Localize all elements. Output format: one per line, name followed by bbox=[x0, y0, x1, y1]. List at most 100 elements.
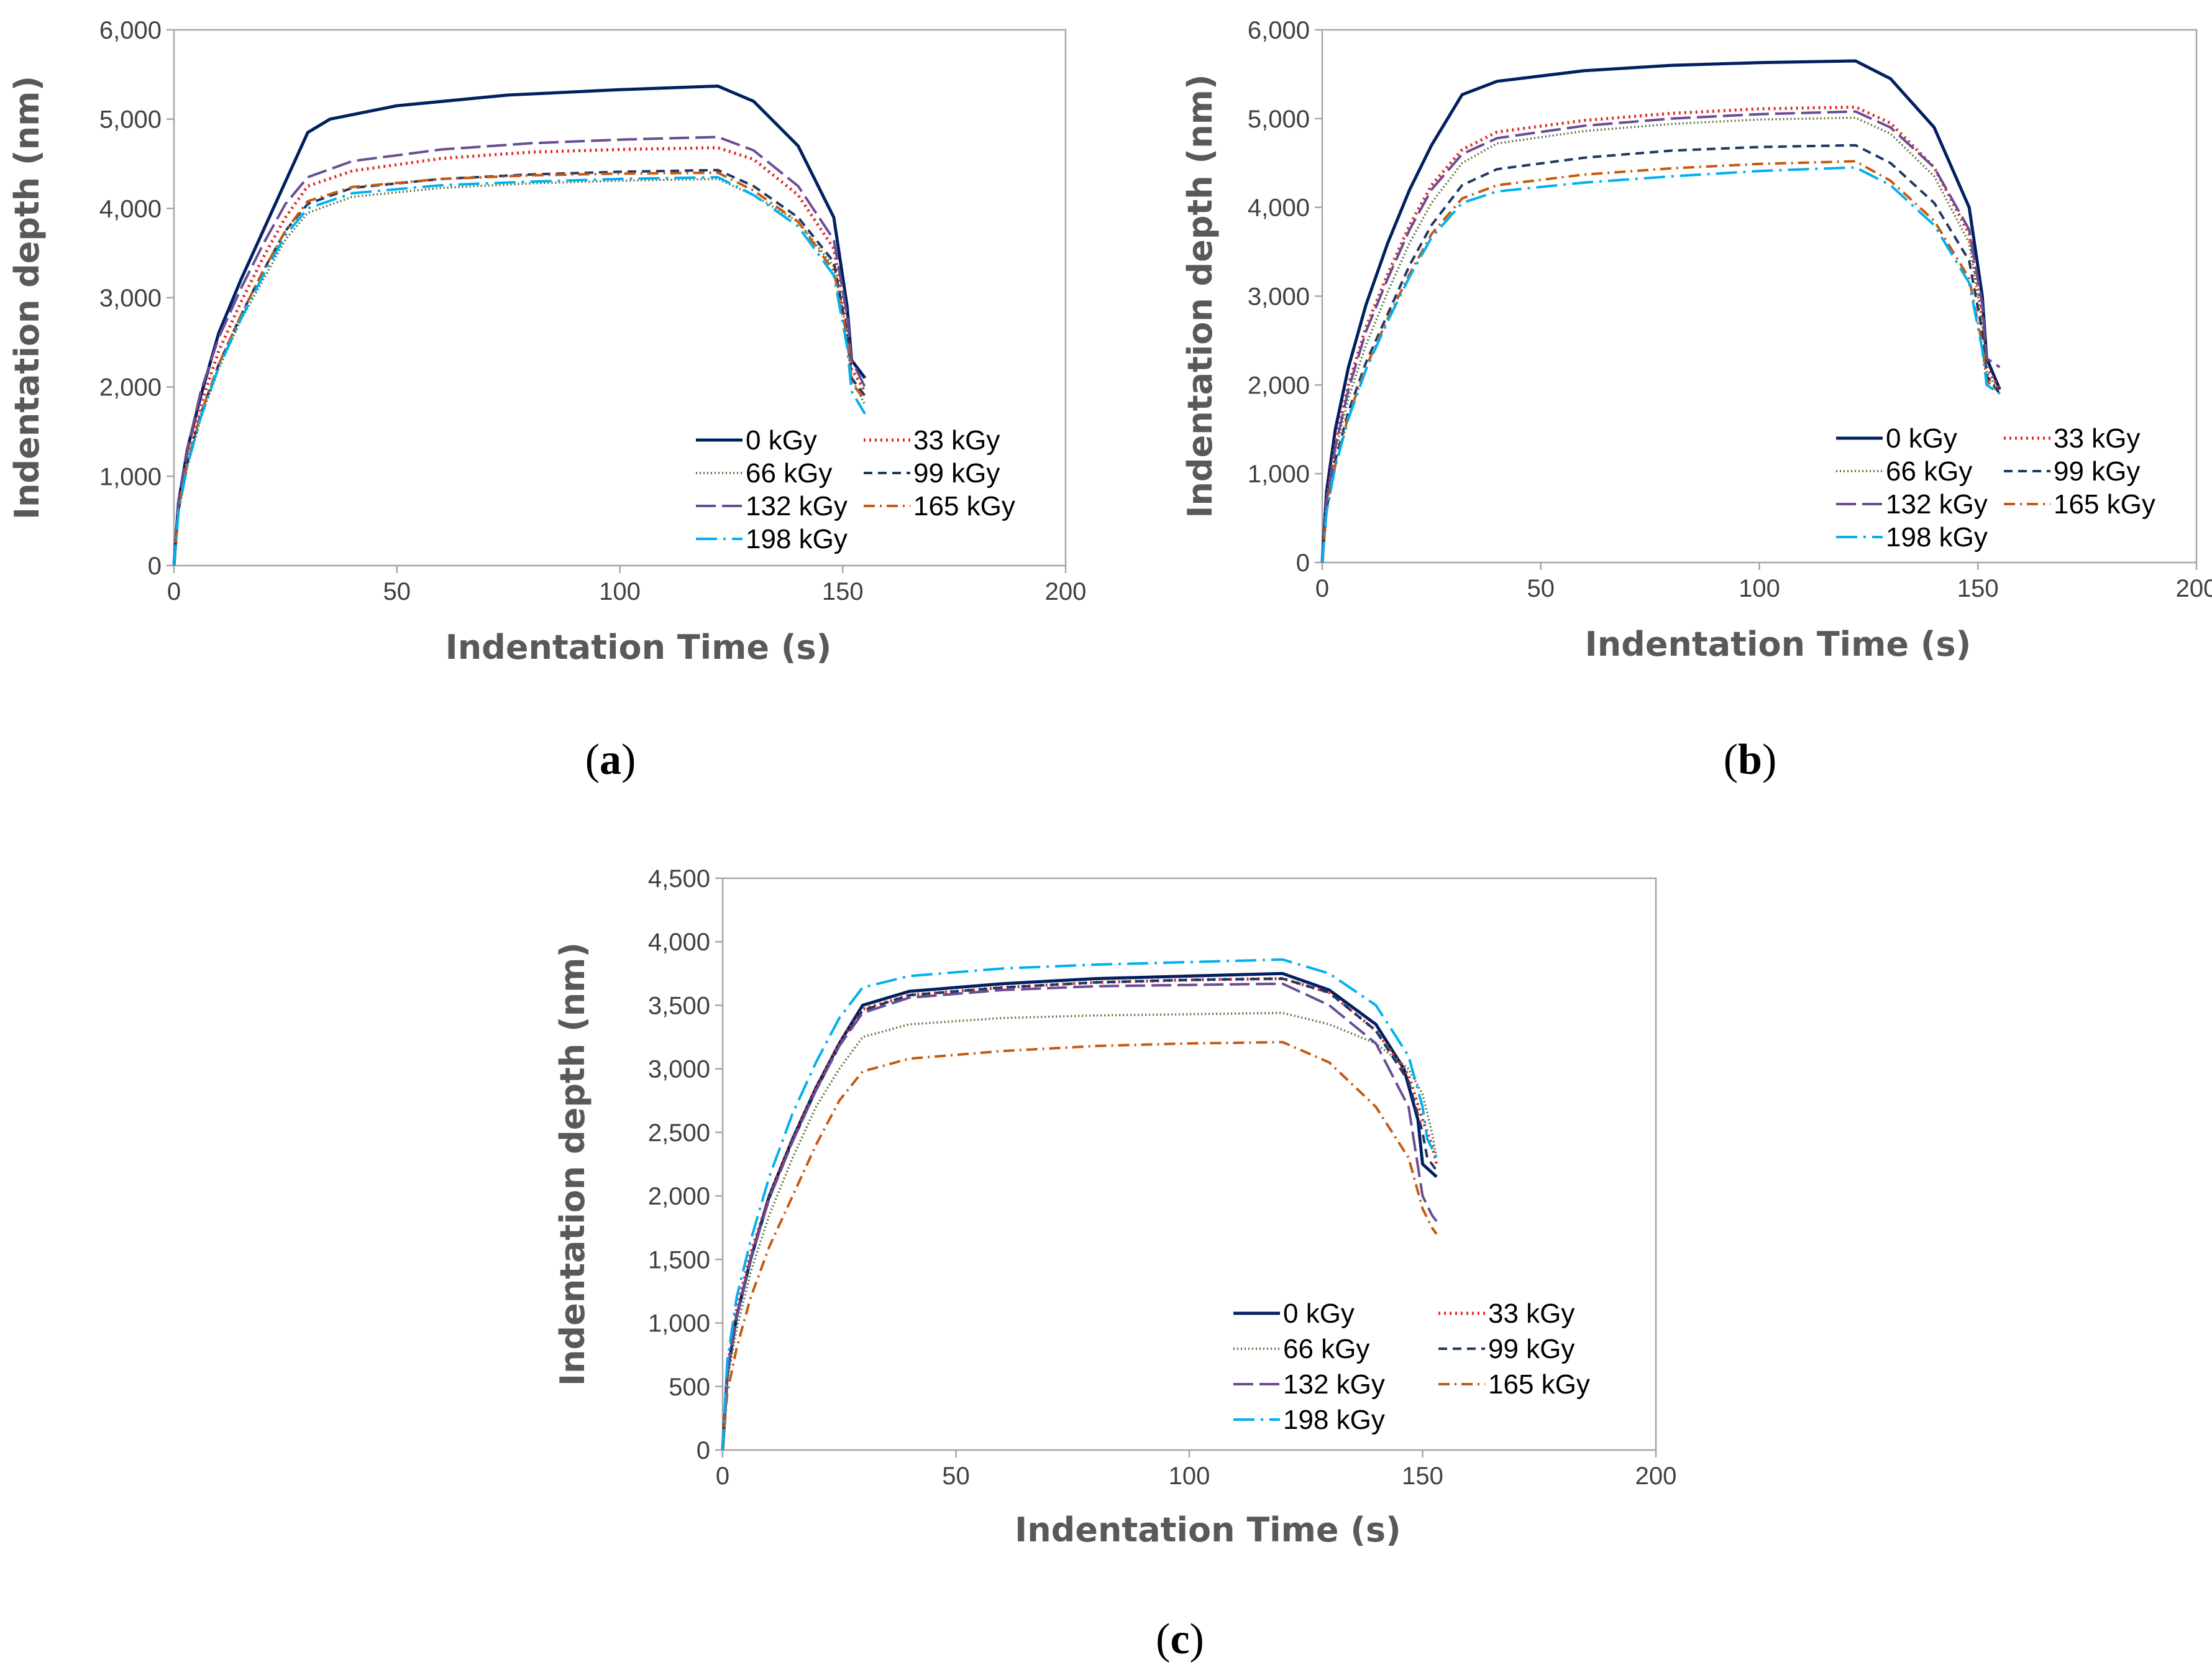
series-line-198-kgy bbox=[173, 176, 866, 566]
legend-label: 99 kGy bbox=[2054, 456, 2140, 487]
y-tick-label: 3,000 bbox=[99, 285, 162, 312]
y-tick-label: 2,500 bbox=[648, 1119, 710, 1147]
legend: 0 kGy 33 kGy 66 kGy 99 kGy 132 kGy 165 kGy 198… bbox=[1836, 423, 2155, 553]
y-tick-label: 4,000 bbox=[1248, 195, 1310, 222]
chart-c: 05001,0001,5002,0002,5003,0003,5004,0004… bbox=[553, 865, 1676, 1663]
series-line-66-kgy bbox=[721, 1011, 1438, 1451]
y-tick-label: 4,000 bbox=[648, 929, 710, 956]
caption-open: ( bbox=[1156, 1615, 1170, 1663]
y-tick-label: 4,000 bbox=[99, 195, 162, 223]
legend-label: 165 kGy bbox=[1488, 1369, 1590, 1400]
series-line-165-kgy bbox=[1321, 160, 2001, 563]
caption-close: ) bbox=[621, 736, 636, 784]
legend-label: 99 kGy bbox=[913, 458, 1000, 489]
x-axis-title: Indentation Time (s) bbox=[1585, 625, 1972, 664]
legend-label: 66 kGy bbox=[1283, 1334, 1369, 1364]
x-tick-label: 0 bbox=[167, 578, 181, 605]
legend-label: 198 kGy bbox=[1283, 1405, 1385, 1435]
series-line-33-kgy bbox=[721, 977, 1438, 1451]
y-tick-label: 0 bbox=[697, 1437, 710, 1464]
legend-label: 198 kGy bbox=[1886, 522, 1988, 553]
legend-label: 0 kGy bbox=[746, 425, 817, 456]
series-line-99-kgy bbox=[1321, 144, 2001, 563]
legend-label: 0 kGy bbox=[1283, 1298, 1355, 1329]
x-tick-label: 200 bbox=[2176, 575, 2212, 602]
y-tick-label: 6,000 bbox=[1248, 17, 1310, 44]
x-tick-label: 0 bbox=[716, 1462, 729, 1490]
caption-letter: a bbox=[600, 736, 621, 784]
x-tick-label: 50 bbox=[942, 1462, 970, 1490]
y-tick-label: 1,000 bbox=[648, 1310, 710, 1338]
y-tick-label: 1,000 bbox=[1248, 461, 1310, 488]
y-tick-label: 500 bbox=[669, 1374, 710, 1401]
legend: 0 kGy 33 kGy 66 kGy 99 kGy 132 kGy 165 kGy 198… bbox=[1233, 1298, 1590, 1435]
series-line-0-kgy bbox=[1320, 59, 2001, 563]
caption: (a) bbox=[585, 736, 636, 784]
x-axis-title: Indentation Time (s) bbox=[446, 628, 832, 667]
x-tick-label: 0 bbox=[1315, 575, 1329, 602]
legend-label: 132 kGy bbox=[1886, 489, 1988, 520]
legend-label: 66 kGy bbox=[746, 458, 832, 489]
y-tick-label: 2,000 bbox=[648, 1183, 710, 1210]
caption-letter: c bbox=[1170, 1615, 1189, 1663]
x-tick-label: 50 bbox=[383, 578, 411, 605]
x-tick-label: 100 bbox=[1169, 1462, 1210, 1490]
series-line-99-kgy bbox=[721, 977, 1438, 1451]
y-tick-label: 1,000 bbox=[99, 463, 162, 490]
plot-area bbox=[1321, 29, 2198, 564]
chart-a: 0 1,000 2,000 3,000 4,000 5,000 6,000 0 50 100 150… bbox=[7, 17, 1086, 784]
legend-label: 0 kGy bbox=[1886, 423, 1957, 454]
y-tick-label: 5,000 bbox=[1248, 106, 1310, 133]
series-line-66-kgy bbox=[1321, 116, 2001, 563]
caption-close: ) bbox=[1762, 736, 1776, 784]
legend: 0 kGy 33 kGy 66 kGy 99 kGy 132 kGy 165 kGy 198… bbox=[696, 425, 1015, 554]
x-tick-label: 100 bbox=[599, 578, 641, 605]
legend-label: 33 kGy bbox=[1488, 1298, 1574, 1329]
plot-area bbox=[721, 877, 1657, 1451]
x-tick-label: 200 bbox=[1635, 1462, 1677, 1490]
y-axis-title: Indentation depth (nm) bbox=[7, 76, 47, 520]
y-tick-label: 1,500 bbox=[648, 1246, 710, 1274]
series-line-198-kgy bbox=[1321, 166, 2001, 563]
series-line-198-kgy bbox=[721, 958, 1438, 1451]
series-line-33-kgy bbox=[1320, 105, 2001, 563]
series-line-132-kgy bbox=[1321, 110, 2001, 563]
x-axis-title: Indentation Time (s) bbox=[1015, 1510, 1401, 1549]
y-axis-title: Indentation depth (nm) bbox=[1181, 74, 1220, 518]
caption-close: ) bbox=[1190, 1615, 1204, 1663]
y-tick-label: 2,000 bbox=[99, 374, 162, 402]
x-tick-label: 150 bbox=[822, 578, 864, 605]
chart-b: 0 1,000 2,000 3,000 4,000 5,000 6,000 0 50 100 150… bbox=[1181, 17, 2212, 784]
series-line-132-kgy bbox=[173, 135, 866, 566]
legend-label: 33 kGy bbox=[2054, 423, 2140, 454]
legend-label: 99 kGy bbox=[1488, 1334, 1574, 1364]
x-tick-label: 200 bbox=[1045, 578, 1087, 605]
legend-label: 33 kGy bbox=[913, 425, 1000, 456]
legend-label: 198 kGy bbox=[746, 524, 848, 554]
y-axis-title: Indentation depth (nm) bbox=[553, 942, 592, 1386]
caption: (c) bbox=[1156, 1615, 1204, 1663]
caption-open: ( bbox=[585, 736, 600, 784]
series-line-132-kgy bbox=[721, 982, 1438, 1451]
legend-label: 165 kGy bbox=[913, 491, 1015, 521]
y-tick-label: 3,000 bbox=[648, 1056, 710, 1083]
x-tick-label: 100 bbox=[1739, 575, 1780, 602]
caption-letter: b bbox=[1738, 736, 1762, 784]
legend-label: 132 kGy bbox=[746, 491, 848, 521]
legend-label: 165 kGy bbox=[2054, 489, 2155, 520]
y-tick-label: 6,000 bbox=[99, 17, 162, 44]
caption-open: ( bbox=[1724, 736, 1738, 784]
y-tick-label: 4,500 bbox=[648, 865, 710, 893]
y-tick-label: 2,000 bbox=[1248, 372, 1310, 399]
series-line-165-kgy bbox=[721, 1040, 1438, 1451]
legend-label: 132 kGy bbox=[1283, 1369, 1385, 1400]
plot-area bbox=[173, 29, 1067, 567]
y-tick-label: 3,500 bbox=[648, 992, 710, 1019]
legend-label: 66 kGy bbox=[1886, 456, 1972, 487]
y-tick-label: 0 bbox=[1296, 549, 1310, 577]
y-tick-label: 3,000 bbox=[1248, 283, 1310, 311]
x-tick-label: 150 bbox=[1402, 1462, 1443, 1490]
caption: (b) bbox=[1724, 736, 1777, 784]
x-tick-label: 150 bbox=[1957, 575, 1999, 602]
